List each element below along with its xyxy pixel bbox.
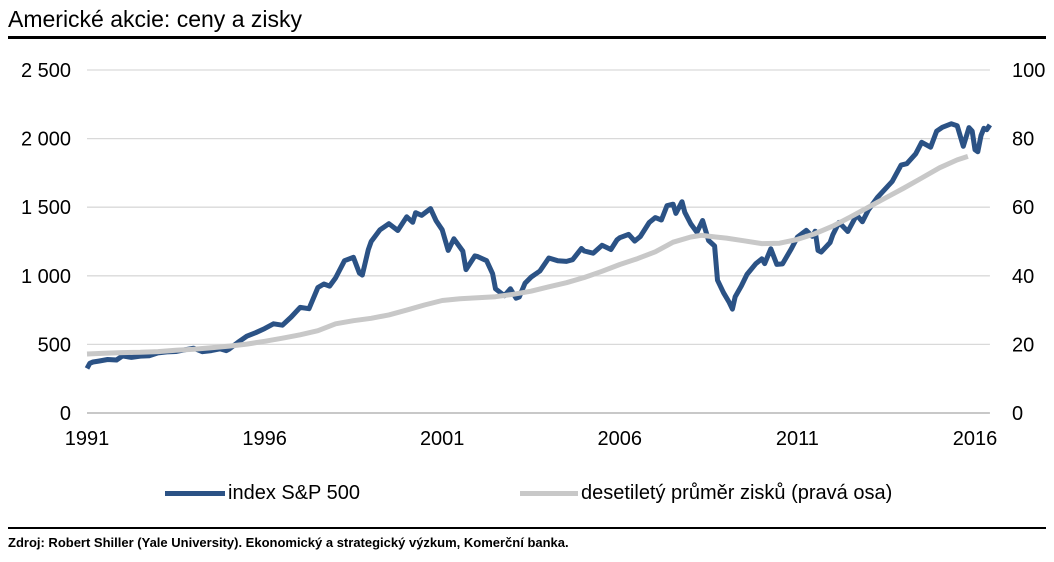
y-right-tick-label: 60 xyxy=(1012,197,1034,219)
y-right-tick-label: 80 xyxy=(1012,129,1034,151)
earnings-average-line xyxy=(86,154,969,357)
gridlines xyxy=(87,69,990,414)
y-left-tick-label: 1 000 xyxy=(21,266,71,288)
legend-swatch-earnings-average xyxy=(520,491,578,496)
chart-title: Americké akcie: ceny a zisky xyxy=(8,6,302,32)
y-left-tick-label: 1 500 xyxy=(21,197,71,219)
y-left-tick-label: 2 000 xyxy=(21,129,71,151)
title-divider xyxy=(8,36,1046,39)
x-tick-label: 1991 xyxy=(65,428,110,450)
y-right-tick-label: 0 xyxy=(1012,403,1023,425)
source-divider xyxy=(8,527,1046,529)
x-tick-label: 2016 xyxy=(953,428,998,450)
y-right-tick-label: 100 xyxy=(1012,60,1045,82)
y-left-tick-label: 0 xyxy=(60,403,71,425)
y-right-tick-label: 20 xyxy=(1012,334,1034,356)
y-left-tick-label: 2 500 xyxy=(21,60,71,82)
sp500-index-line xyxy=(84,121,992,370)
y-left-tick-label: 500 xyxy=(38,334,71,356)
x-tick-label: 1996 xyxy=(242,428,287,450)
series-lines xyxy=(84,121,992,370)
source-note: Zdroj: Robert Shiller (Yale University).… xyxy=(8,535,569,550)
x-tick-label: 2011 xyxy=(776,428,819,450)
x-tick-label: 2006 xyxy=(598,428,643,450)
legend-label-sp500: index S&P 500 xyxy=(228,482,360,504)
x-tick-label: 2001 xyxy=(420,428,465,450)
legend-swatch-sp500 xyxy=(165,491,225,496)
legend-label-earnings-average: desetiletý průměr zisků (pravá osa) xyxy=(581,482,893,504)
y-right-tick-label: 40 xyxy=(1012,266,1034,288)
axis-tick-labels: 0 500 1 000 1 500 2 000 2 500 0 20 40 60 80 100 1991… xyxy=(21,60,1045,450)
